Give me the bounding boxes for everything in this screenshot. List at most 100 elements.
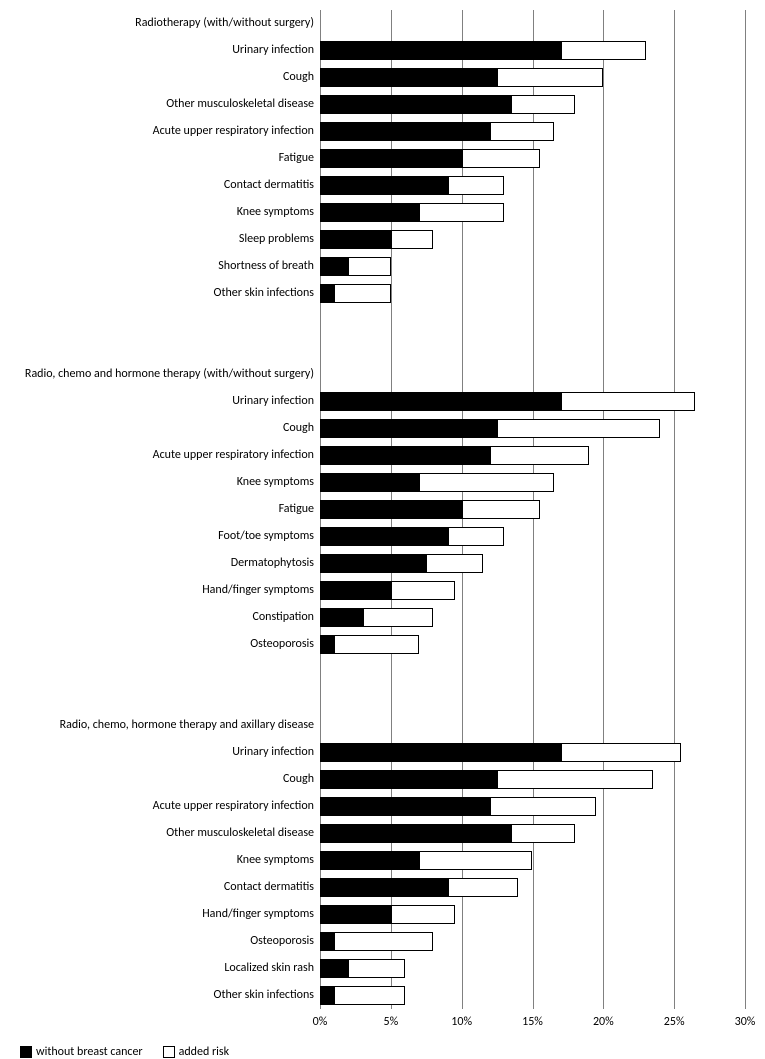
bar-row xyxy=(320,334,745,361)
spacer-row xyxy=(20,685,320,712)
category-label: Localized skin rash xyxy=(20,955,320,982)
category-label: Cough xyxy=(20,64,320,91)
bar-segment-without xyxy=(320,68,497,87)
x-axis-ticks: 0%5%10%15%20%25%30% xyxy=(320,1013,745,1037)
bar-wrap xyxy=(320,41,745,60)
category-label: Osteoporosis xyxy=(20,631,320,658)
bar-segment-added xyxy=(391,581,455,600)
bar-wrap xyxy=(320,176,745,195)
x-axis-tick-label: 30% xyxy=(735,1015,756,1029)
bar-segment-without xyxy=(320,986,334,1005)
bar-wrap xyxy=(320,932,745,951)
spacer-row xyxy=(20,307,320,334)
legend-label-added: added risk xyxy=(179,1045,229,1059)
x-axis-tick-label: 20% xyxy=(593,1015,614,1029)
bar-segment-added xyxy=(419,851,532,870)
x-axis-tick-label: 15% xyxy=(522,1015,543,1029)
bar-row xyxy=(320,10,745,37)
category-label: Acute upper respiratory infection xyxy=(20,793,320,820)
bar-row xyxy=(320,631,745,658)
bar-wrap xyxy=(320,635,745,654)
bar-row xyxy=(320,604,745,631)
bar-segment-added xyxy=(348,257,391,276)
bar-segment-added xyxy=(448,527,505,546)
bar-wrap xyxy=(320,851,745,870)
bar-segment-without xyxy=(320,851,419,870)
bar-segment-without xyxy=(320,149,462,168)
legend-label-without: without breast cancer xyxy=(36,1045,143,1059)
bar-segment-without xyxy=(320,824,511,843)
category-label: Knee symptoms xyxy=(20,847,320,874)
bar-row xyxy=(320,118,745,145)
category-label: Dermatophytosis xyxy=(20,550,320,577)
bar-row xyxy=(320,523,745,550)
bar-row xyxy=(320,37,745,64)
bar-row xyxy=(320,307,745,334)
bar-segment-added xyxy=(391,230,434,249)
bar-wrap xyxy=(320,824,745,843)
bar-row xyxy=(320,766,745,793)
bar-row xyxy=(320,712,745,739)
bar-segment-added xyxy=(426,554,483,573)
bar-segment-without xyxy=(320,257,348,276)
bar-rows-container xyxy=(320,10,745,1009)
bar-row xyxy=(320,739,745,766)
bar-segment-added xyxy=(561,743,681,762)
category-label: Other musculoskeletal disease xyxy=(20,820,320,847)
bar-segment-added xyxy=(462,149,540,168)
bar-wrap xyxy=(320,878,745,897)
category-label: Foot/toe symptoms xyxy=(20,523,320,550)
bar-row xyxy=(320,361,745,388)
category-label: Urinary infection xyxy=(20,739,320,766)
bar-wrap xyxy=(320,581,745,600)
legend-item-added: added risk xyxy=(163,1045,229,1059)
bar-wrap xyxy=(320,68,745,87)
category-label: Hand/finger symptoms xyxy=(20,577,320,604)
bar-row xyxy=(320,496,745,523)
category-label: Other skin infections xyxy=(20,280,320,307)
bar-segment-added xyxy=(363,608,434,627)
bar-row xyxy=(320,982,745,1009)
bar-wrap xyxy=(320,986,745,1005)
bar-row xyxy=(320,145,745,172)
bar-row xyxy=(320,226,745,253)
category-label: Constipation xyxy=(20,604,320,631)
bar-segment-without xyxy=(320,122,490,141)
bar-segment-added xyxy=(490,122,554,141)
bar-segment-added xyxy=(348,959,405,978)
labels-column: Radiotherapy (with/without surgery)Urina… xyxy=(20,10,320,1037)
bar-row xyxy=(320,172,745,199)
bar-row xyxy=(320,550,745,577)
bar-segment-without xyxy=(320,581,391,600)
bar-wrap xyxy=(320,284,745,303)
bar-row xyxy=(320,91,745,118)
bar-wrap xyxy=(320,770,745,789)
bar-row xyxy=(320,955,745,982)
bars-column: 0%5%10%15%20%25%30% xyxy=(320,10,745,1037)
chart-page: Radiotherapy (with/without surgery)Urina… xyxy=(0,0,765,968)
bar-segment-without xyxy=(320,230,391,249)
bar-row xyxy=(320,469,745,496)
bar-segment-added xyxy=(561,41,646,60)
bar-wrap xyxy=(320,554,745,573)
legend-item-without: without breast cancer xyxy=(20,1045,143,1059)
category-label: Sleep problems xyxy=(20,226,320,253)
category-label: Knee symptoms xyxy=(20,199,320,226)
bar-wrap xyxy=(320,473,745,492)
x-axis-tick-label: 5% xyxy=(383,1015,398,1029)
bar-segment-without xyxy=(320,554,426,573)
bar-wrap xyxy=(320,122,745,141)
bar-wrap xyxy=(320,95,745,114)
chart-area: Radiotherapy (with/without surgery)Urina… xyxy=(20,10,745,1037)
bar-wrap xyxy=(320,959,745,978)
bar-wrap xyxy=(320,149,745,168)
bar-segment-added xyxy=(419,203,504,222)
bar-row xyxy=(320,685,745,712)
bar-segment-without xyxy=(320,392,561,411)
category-label: Acute upper respiratory infection xyxy=(20,442,320,469)
bar-segment-without xyxy=(320,419,497,438)
bar-segment-without xyxy=(320,176,448,195)
bar-segment-without xyxy=(320,770,497,789)
gridline xyxy=(745,10,746,1009)
bar-wrap xyxy=(320,743,745,762)
